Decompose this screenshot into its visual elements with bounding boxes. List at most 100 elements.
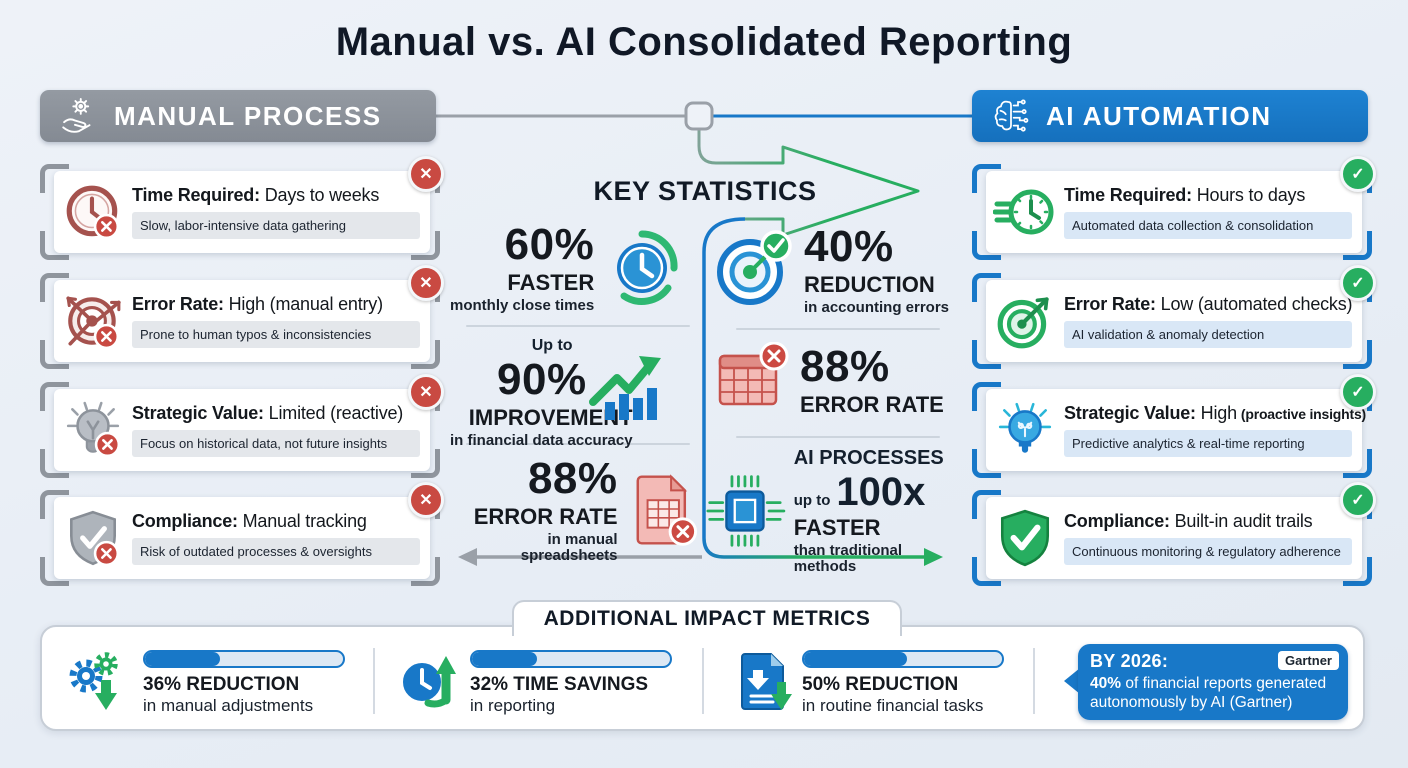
manual-card-strategic-value: Strategic Value: Limited (reactive) Focu… <box>40 374 444 478</box>
corner-bracket <box>411 449 440 478</box>
stat-value: 88% <box>800 341 890 391</box>
ai-card-compliance: Compliance: Built-in audit trails Contin… <box>972 482 1376 586</box>
corner-bracket <box>972 449 1001 478</box>
stat-label: FASTER <box>507 270 595 296</box>
metric-sub: in manual adjustments <box>143 696 314 715</box>
check-badge-icon: ✓ <box>1340 156 1376 192</box>
spreadsheet-error-icon <box>636 474 697 546</box>
callout-heading: BY 2026: <box>1090 651 1169 671</box>
cross-badge-icon: ✕ <box>408 374 444 410</box>
hand-gear-icon <box>62 97 91 133</box>
corner-bracket <box>972 164 1001 193</box>
card-subtitle: Prone to human typos & inconsistencies <box>132 321 420 348</box>
divider <box>1033 648 1035 714</box>
corner-bracket <box>1343 557 1372 586</box>
stat-value: 100x <box>836 470 926 514</box>
stat-faster-close: 60% FASTER monthly close times <box>450 220 700 315</box>
corner-bracket <box>972 231 1001 260</box>
stat-accuracy-improvement: Up to 90% IMPROVEMENT in financial data … <box>450 337 702 450</box>
card-title: Time Required: Days to weeks <box>132 185 380 205</box>
progress-bar <box>470 650 672 668</box>
manual-card-error-rate: Error Rate: High (manual entry) Prone to… <box>40 265 444 369</box>
target-arrow-icon <box>986 290 1064 352</box>
clock-icon <box>54 181 132 243</box>
gartner-callout: BY 2026: 40% of financial reports genera… <box>1078 644 1348 720</box>
ai-brain-circuit-icon <box>994 99 1029 132</box>
progress-bar <box>802 650 1004 668</box>
corner-bracket <box>411 231 440 260</box>
divider <box>373 648 375 714</box>
corner-bracket <box>40 490 69 519</box>
card-subtitle: Risk of outdated processes & oversights <box>132 538 420 565</box>
card-subtitle: Continuous monitoring & regulatory adher… <box>1064 538 1352 565</box>
stat-error-rate-ai-context: 88% ERROR RATE <box>712 342 952 418</box>
corner-bracket <box>40 164 69 193</box>
card-subtitle: Focus on historical data, not future ins… <box>132 430 420 457</box>
stat-manual-error-rate: 88% ERROR RATE in manual spreadsheets <box>450 454 700 565</box>
clock-progress-icon <box>617 230 678 305</box>
card-subtitle: AI validation & anomaly detection <box>1064 321 1352 348</box>
card-subtitle: Slow, labor-intensive data gathering <box>132 212 420 239</box>
page-title: Manual vs. AI Consolidated Reporting <box>335 20 1073 64</box>
document-reduction-icon <box>741 653 792 710</box>
manual-card-time: Time Required: Days to weeks Slow, labor… <box>40 156 444 260</box>
stat-sub: than traditional methods <box>793 542 903 575</box>
impact-metrics-heading: ADDITIONAL IMPACT METRICS <box>543 607 871 630</box>
stat-value: 60% <box>504 220 595 269</box>
lightbulb-icon <box>54 399 132 461</box>
stat-value: 40% <box>804 222 894 271</box>
corner-bracket <box>972 340 1001 369</box>
metric-sub: in reporting <box>470 696 556 715</box>
ai-card-strategic-value: Strategic Value: High (proactive insights… <box>972 374 1376 478</box>
stat-error-reduction: 40% REDUCTION in accounting errors <box>712 222 952 317</box>
metric-value: 32% TIME SAVINGS <box>470 674 649 695</box>
shield-check-icon <box>986 507 1064 569</box>
corner-bracket <box>972 557 1001 586</box>
stat-sub: in financial data accuracy <box>450 432 633 450</box>
cpu-chip-icon <box>706 475 786 547</box>
corner-bracket <box>972 382 1001 411</box>
stat-sub: in manual spreadsheets <box>520 531 618 565</box>
ai-header-label: AI AUTOMATION <box>1046 100 1272 131</box>
bright-lightbulb-icon <box>986 399 1064 461</box>
card-subtitle: Automated data collection & consolidatio… <box>1064 212 1352 239</box>
stat-label: FASTER <box>793 515 881 540</box>
manual-process-header: MANUAL PROCESS <box>40 90 436 142</box>
stat-sub: in accounting errors <box>804 299 950 317</box>
stat-label: ERROR RATE <box>800 392 944 418</box>
stat-label: IMPROVEMENT <box>468 404 633 430</box>
card-title: Time Required: Hours to days <box>1064 185 1306 205</box>
stat-line1: AI PROCESSES <box>793 447 944 469</box>
card-title: Error Rate: Low (automated checks) <box>1064 294 1353 314</box>
corner-bracket <box>40 382 69 411</box>
card-title: Strategic Value: Limited (reactive) <box>132 403 404 423</box>
progress-fill <box>145 652 221 666</box>
cross-badge-icon: ✕ <box>408 482 444 518</box>
card-subtitle: Predictive analytics & real-time reporti… <box>1064 430 1352 457</box>
tab-join <box>516 628 894 636</box>
fast-clock-icon <box>986 181 1064 243</box>
manual-card-compliance: Compliance: Manual tracking Risk of outd… <box>40 482 444 586</box>
check-badge-icon: ✓ <box>1340 482 1376 518</box>
corner-bracket <box>40 449 69 478</box>
key-statistics-heading: KEY STATISTICS <box>593 176 817 206</box>
ai-card-time: Time Required: Hours to days Automated d… <box>972 156 1376 260</box>
callout-body: 40% of financial reports generated auton… <box>1090 675 1327 712</box>
cross-badge-icon: ✕ <box>408 265 444 301</box>
divider <box>736 328 940 330</box>
time-savings-icon <box>401 656 456 708</box>
target-icon <box>54 290 132 352</box>
corner-bracket <box>1343 231 1372 260</box>
gears-decrease-icon <box>69 652 118 710</box>
card-title: Error Rate: High (manual entry) <box>132 294 383 314</box>
ai-automation-header: AI AUTOMATION <box>972 90 1368 142</box>
stat-value: 88% <box>527 454 618 503</box>
manual-header-label: MANUAL PROCESS <box>114 100 382 131</box>
corner-bracket <box>411 557 440 586</box>
corner-bracket <box>40 273 69 302</box>
divider <box>466 443 690 445</box>
divider <box>702 648 704 714</box>
divider <box>736 436 940 438</box>
stat-sub: monthly close times <box>450 297 595 315</box>
corner-bracket <box>972 273 1001 302</box>
